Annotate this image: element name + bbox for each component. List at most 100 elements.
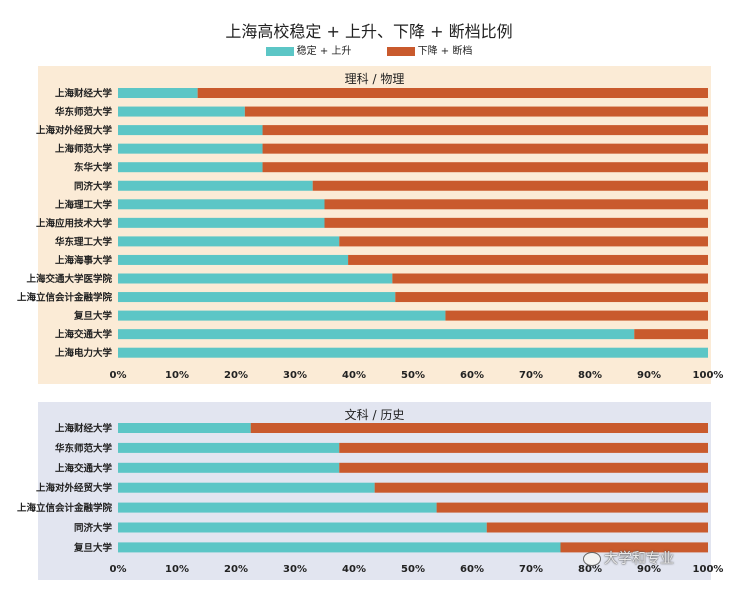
x-tick-label: 70%	[519, 370, 543, 381]
bar-drop-gap	[262, 162, 708, 173]
category-label: 复旦大学	[73, 542, 113, 554]
bar-drop-gap	[339, 236, 708, 247]
legend-label: 下降 + 断档	[417, 46, 473, 57]
legend-item-stable-rise: 稳定 + 上升	[265, 42, 352, 57]
bar-stable-rise	[118, 292, 396, 303]
bar-drop-gap	[197, 88, 708, 98]
x-tick-label: 90%	[637, 370, 661, 381]
watermark: 大学和专业	[583, 548, 674, 568]
category-label: 上海财经大学	[55, 88, 113, 100]
category-label: 上海师范大学	[55, 143, 113, 155]
bar-drop-gap	[634, 329, 708, 340]
chart-title: 上海高校稳定 + 上升、下降 + 断档比例	[225, 22, 513, 41]
x-tick-label: 90%	[637, 564, 661, 575]
bar-drop-gap	[262, 143, 708, 154]
category-label: 东华大学	[74, 162, 113, 174]
legend-swatch-teal	[265, 46, 294, 56]
category-label: 上海交通大学医学院	[26, 273, 112, 285]
bar-drop-gap	[312, 180, 708, 191]
x-tick-label: 70%	[519, 564, 543, 575]
x-tick-label: 30%	[283, 370, 307, 381]
bar-stable-rise	[118, 542, 561, 553]
bar-drop-gap	[436, 502, 708, 513]
bar-drop-gap	[324, 199, 708, 210]
bar-stable-rise	[118, 310, 446, 321]
legend-swatch-rust	[386, 46, 415, 56]
category-label: 上海财经大学	[55, 423, 113, 435]
bar-stable-rise	[118, 199, 325, 210]
category-label: 上海立信会计金融学院	[17, 292, 113, 304]
category-label: 华东师范大学	[55, 106, 113, 118]
category-label: 上海立信会计金融学院	[17, 502, 113, 514]
bar-drop-gap	[244, 106, 708, 117]
category-label: 同济大学	[74, 180, 113, 192]
bar-stable-rise	[118, 462, 340, 473]
bar-stable-rise	[118, 329, 635, 340]
x-tick-label: 20%	[224, 564, 248, 575]
x-tick-label: 30%	[283, 564, 307, 575]
category-label: 上海交通大学	[55, 329, 113, 341]
bar-stable-rise	[118, 423, 251, 433]
bar-drop-gap	[560, 542, 708, 553]
x-tick-label: 10%	[165, 564, 189, 575]
bar-stable-rise	[118, 522, 487, 533]
x-tick-label: 80%	[578, 370, 602, 381]
wechat-icon	[583, 552, 601, 566]
x-tick-label: 60%	[460, 370, 484, 381]
bar-stable-rise	[118, 106, 245, 117]
x-tick-label: 0%	[110, 370, 127, 381]
x-tick-label: 50%	[401, 564, 425, 575]
bar-stable-rise	[118, 254, 349, 265]
bar-stable-rise	[118, 143, 263, 154]
legend-item-drop-gap: 下降 + 断档	[386, 42, 473, 57]
x-tick-label: 20%	[224, 370, 248, 381]
bar-drop-gap	[374, 482, 708, 493]
category-label: 上海对外经贸大学	[36, 125, 113, 137]
category-label: 上海电力大学	[55, 347, 113, 359]
bar-stable-rise	[118, 180, 313, 191]
x-tick-label: 0%	[110, 564, 127, 575]
category-label: 复旦大学	[73, 310, 113, 322]
bar-drop-gap	[348, 254, 708, 265]
bar-drop-gap	[392, 273, 708, 284]
x-tick-label: 10%	[165, 370, 189, 381]
bar-drop-gap	[395, 292, 708, 303]
bar-stable-rise	[118, 236, 340, 247]
category-label: 上海交通大学	[55, 462, 113, 474]
bar-drop-gap	[486, 522, 708, 533]
category-label: 上海应用技术大学	[36, 217, 113, 229]
legend: 稳定 + 上升 下降 + 断档	[0, 42, 738, 57]
x-tick-label: 80%	[578, 564, 602, 575]
x-tick-label: 40%	[342, 370, 366, 381]
x-tick-label: 60%	[460, 564, 484, 575]
watermark-text: 大学和专业	[604, 551, 674, 567]
panel-title: 理科 / 物理	[344, 72, 405, 86]
category-label: 上海海事大学	[55, 254, 113, 266]
bar-stable-rise	[118, 125, 263, 136]
bar-drop-gap	[324, 217, 708, 228]
category-label: 华东理工大学	[55, 236, 113, 248]
bar-stable-rise	[118, 502, 437, 513]
bar-drop-gap	[339, 442, 708, 453]
x-tick-label: 100%	[693, 564, 724, 575]
bar-stable-rise	[118, 273, 393, 284]
x-tick-label: 50%	[401, 370, 425, 381]
bar-stable-rise	[118, 347, 708, 358]
x-tick-label: 100%	[693, 370, 724, 381]
bar-stable-rise	[118, 88, 198, 98]
panel-title: 文科 / 历史	[344, 408, 405, 422]
category-label: 同济大学	[74, 522, 113, 534]
bar-stable-rise	[118, 442, 340, 453]
x-tick-label: 40%	[342, 564, 366, 575]
category-label: 华东师范大学	[55, 442, 113, 454]
bar-stable-rise	[118, 217, 325, 228]
category-label: 上海理工大学	[55, 199, 113, 211]
legend-label: 稳定 + 上升	[296, 46, 352, 57]
bar-drop-gap	[250, 423, 708, 433]
bar-stable-rise	[118, 162, 263, 173]
category-label: 上海对外经贸大学	[36, 482, 113, 494]
bar-drop-gap	[262, 125, 708, 136]
bar-stable-rise	[118, 482, 375, 493]
